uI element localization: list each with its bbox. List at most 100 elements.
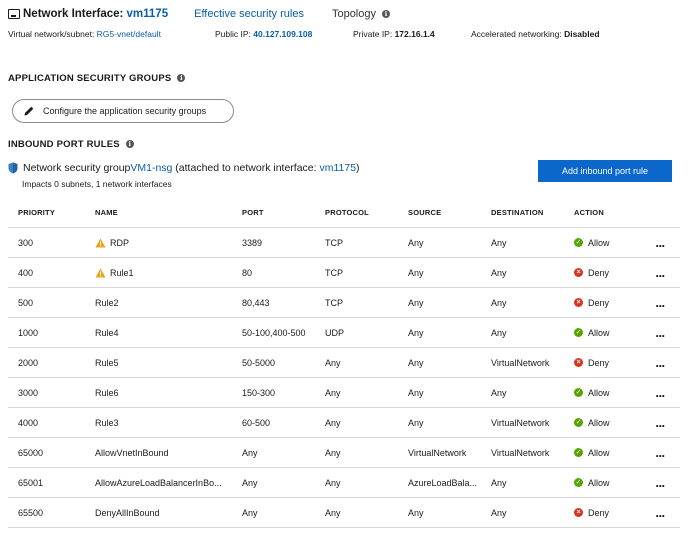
rule-name-link[interactable]: Rule5 [95,357,119,368]
page-title: Network Interface: vm1175 [23,8,168,20]
protocol-cell: TCP [325,288,405,317]
source-cell-text: Any [408,297,424,308]
priority-cell: 4000 [18,408,88,437]
protocol-cell: Any [325,378,405,407]
nic-header: Network Interface: vm1175 Effective secu… [8,8,390,20]
more-options-button[interactable]: ... [650,318,670,347]
table-row[interactable]: 500 Rule2 80,443 TCP Any Any × Deny... [8,288,680,318]
priority-cell-text: 3000 [18,387,39,398]
destination-cell-text: Any [491,297,507,308]
ellipsis-icon: ... [655,474,665,490]
more-options-button[interactable]: ... [650,228,670,257]
ellipsis-icon: ... [655,444,665,460]
configure-asg-button[interactable]: Configure the application security group… [12,99,234,123]
table-row[interactable]: 65500 DenyAllInBound Any Any Any Any × Deny... [8,498,680,528]
public-ip-link[interactable]: 40.127.109.108 [253,29,313,39]
port-cell-text: 80 [242,267,253,278]
column-header-priority[interactable]: PRIORITY [18,208,56,217]
destination-cell-text: VirtualNetwork [491,447,550,458]
vnet-subnet-link[interactable]: RG5-vnet/default [96,29,161,39]
destination-cell: Any [491,258,571,287]
priority-cell: 2000 [18,348,88,377]
more-options-button[interactable]: ... [650,408,670,437]
table-row[interactable]: 65000 AllowVnetInBound Any Any VirtualNetwor… [8,438,680,468]
priority-cell-text: 65001 [18,477,44,488]
destination-cell: VirtualNetwork [491,438,571,467]
more-options-button[interactable]: ... [650,438,670,467]
action-text: Deny [588,297,610,308]
private-ip-label: Private IP: [353,29,395,39]
table-row[interactable]: 400 Rule1 80 TCP Any Any × Deny... [8,258,680,288]
protocol-cell: Any [325,498,405,527]
destination-cell: Any [491,378,571,407]
rule-name-link[interactable]: AllowAzureLoadBalancerInBo... [95,477,222,488]
info-icon[interactable]: i [125,140,134,149]
destination-cell-text: Any [491,507,507,518]
rule-name-link[interactable]: Rule1 [110,267,134,278]
priority-cell: 65000 [18,438,88,467]
action-text: Allow [588,417,610,428]
table-row[interactable]: 3000 Rule6 150-300 Any Any Any ✓ Allow... [8,378,680,408]
table-row[interactable]: 2000 Rule5 50-5000 Any Any VirtualNetwork × Den… [8,348,680,378]
nsg-name-link[interactable]: VM1-nsg [130,162,173,174]
x-circle-icon: × [574,298,583,307]
destination-cell-text: Any [491,237,507,248]
name-cell: AllowAzureLoadBalancerInBo... [95,468,240,497]
table-row[interactable]: 65001 AllowAzureLoadBalancerInBo... Any Any… [8,468,680,498]
topology-link[interactable]: Topology i [332,8,390,20]
info-icon[interactable]: i [177,74,186,83]
destination-cell: Any [491,468,571,497]
rule-name-link[interactable]: AllowVnetInBound [95,447,169,458]
warning-triangle-icon [95,238,106,247]
topology-label: Topology [331,8,376,20]
protocol-cell: Any [325,348,405,377]
table-row[interactable]: 300 RDP 3389 TCP Any Any ✓ Allow... [8,228,680,258]
action-cell: × Deny [574,498,644,527]
warning-triangle-icon [95,268,106,277]
rule-name-link[interactable]: Rule6 [95,387,119,398]
ellipsis-icon: ... [655,414,665,430]
port-cell: 50-100,400-500 [242,318,322,347]
action-text: Allow [588,387,610,398]
port-cell-text: 150-300 [242,387,276,398]
rule-name-link[interactable]: DenyAllInBound [95,507,160,518]
destination-cell-text: Any [491,387,507,398]
protocol-cell: Any [325,408,405,437]
column-header-source[interactable]: SOURCE [408,208,442,217]
column-header-port[interactable]: PORT [242,208,264,217]
table-row[interactable]: 1000 Rule4 50-100,400-500 UDP Any Any ✓ Allow..… [8,318,680,348]
ellipsis-icon: ... [655,504,665,520]
more-options-button[interactable]: ... [650,258,670,287]
rule-name-link[interactable]: RDP [110,237,130,248]
column-header-name[interactable]: NAME [95,208,118,217]
more-options-button[interactable]: ... [650,348,670,377]
protocol-cell-text: TCP [325,297,343,308]
more-options-button[interactable]: ... [650,468,670,497]
more-options-button[interactable]: ... [650,378,670,407]
nsg-attached-nic-link[interactable]: vm1175 [319,162,357,174]
info-icon[interactable]: i [382,10,390,19]
port-cell: Any [242,438,322,467]
rule-name-link[interactable]: Rule2 [95,297,119,308]
more-options-button[interactable]: ... [650,498,670,527]
add-inbound-port-rule-button[interactable]: Add inbound port rule [538,160,672,182]
source-cell: Any [408,378,488,407]
name-cell: Rule3 [95,408,240,437]
effective-security-rules-link[interactable]: Effective security rules [194,8,304,20]
vnet-subnet: Virtual network/subnet: RG5-vnet/default [8,29,161,39]
protocol-cell-text: UDP [325,327,345,338]
nsg-prefix: Network security group [23,162,131,174]
ellipsis-icon: ... [655,234,665,250]
rule-name-link[interactable]: Rule4 [95,327,119,338]
column-header-protocol[interactable]: PROTOCOL [325,208,369,217]
table-row[interactable]: 4000 Rule3 60-500 Any Any VirtualNetwork ✓ Allo… [8,408,680,438]
protocol-cell: Any [325,468,405,497]
source-cell: AzureLoadBala... [408,468,488,497]
column-header-destination[interactable]: DESTINATION [491,208,544,217]
more-options-button[interactable]: ... [650,288,670,317]
source-cell-text: Any [408,357,424,368]
protocol-cell-text: Any [325,507,341,518]
protocol-cell-text: Any [325,387,341,398]
column-header-action[interactable]: ACTION [574,208,604,217]
rule-name-link[interactable]: Rule3 [95,417,119,428]
